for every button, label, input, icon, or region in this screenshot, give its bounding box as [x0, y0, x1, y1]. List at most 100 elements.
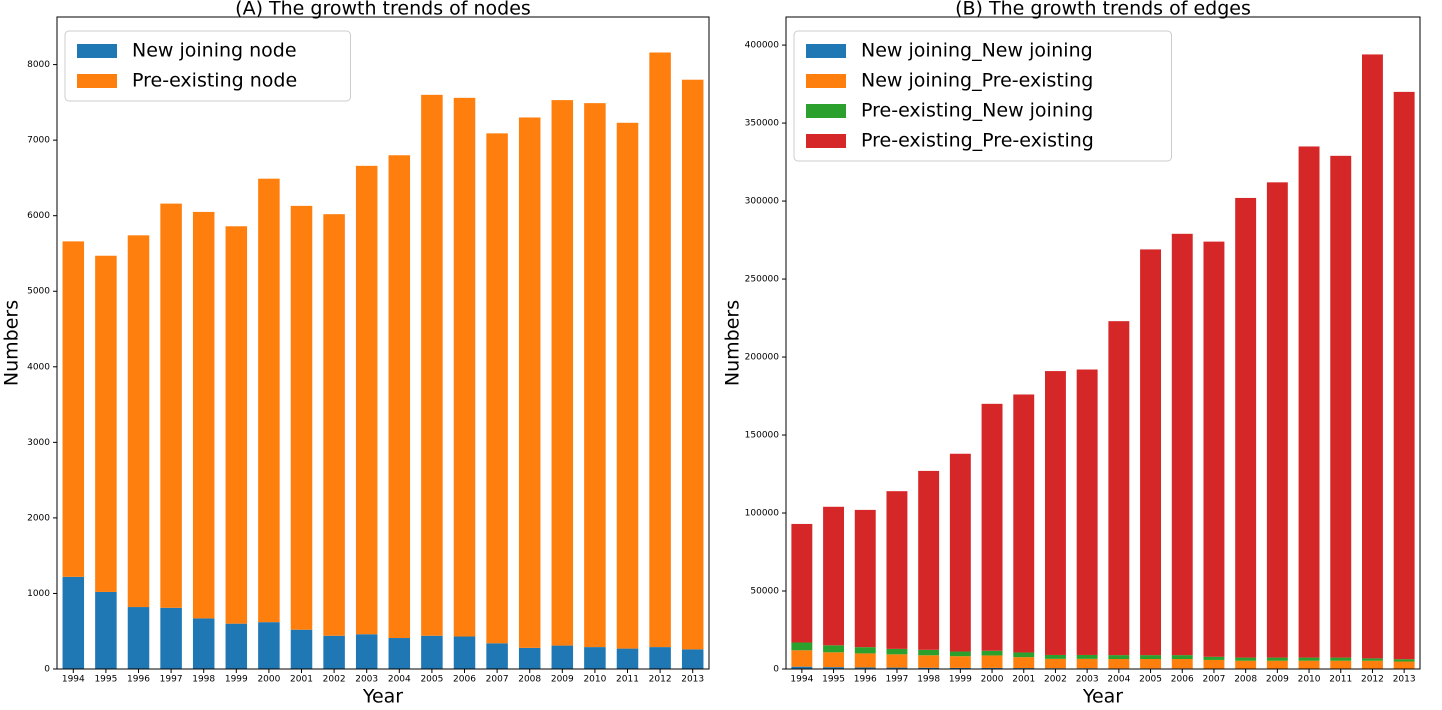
bar-segment — [160, 204, 182, 608]
x-tick-label: 2006 — [453, 675, 476, 685]
x-tick-label: 2005 — [420, 675, 443, 685]
y-tick-label: 8000 — [27, 60, 50, 70]
bar-segment — [519, 117, 541, 647]
legend-label: New joining_New joining — [861, 40, 1093, 62]
bar-segment — [552, 646, 574, 669]
bar-segment — [682, 80, 704, 650]
bar-segment — [617, 123, 639, 649]
bar-segment — [356, 166, 378, 634]
bar-segment — [1140, 249, 1161, 655]
x-tick-label: 2001 — [1012, 675, 1035, 685]
y-tick-label: 200000 — [745, 353, 780, 363]
bar-segment — [1203, 242, 1224, 657]
bar-segment — [1330, 661, 1351, 669]
bar-segment — [95, 256, 117, 592]
x-axis-label: Year — [1082, 686, 1123, 707]
bar-segment — [323, 214, 345, 636]
y-tick-label: 100000 — [745, 509, 780, 519]
bar-segment — [160, 608, 182, 669]
legend-label: New joining node — [132, 40, 297, 62]
x-tick-label: 2001 — [290, 675, 313, 685]
bar-segment — [389, 155, 411, 638]
x-tick-label: 2002 — [323, 675, 346, 685]
bar-segment — [791, 642, 812, 650]
bar-segment — [421, 636, 443, 669]
bar-segment — [1267, 658, 1288, 661]
bar-segment — [1172, 655, 1193, 659]
bar-segment — [258, 179, 280, 622]
bar-segment — [1045, 371, 1066, 655]
x-tick-label: 2009 — [551, 675, 574, 685]
bar-segment — [291, 206, 313, 630]
bar-segment — [982, 655, 1003, 667]
legend-swatch — [77, 74, 117, 88]
bar-segment — [63, 577, 85, 669]
bar-segment — [258, 622, 280, 669]
bar-segment — [1013, 657, 1034, 668]
bar-segment — [1108, 655, 1129, 659]
bar-segment — [1362, 54, 1383, 658]
bar-segment — [193, 618, 215, 669]
bar-segment — [1077, 655, 1098, 659]
x-tick-label: 2009 — [1266, 675, 1289, 685]
bar-segment — [1330, 156, 1351, 658]
x-tick-label: 1994 — [790, 675, 813, 685]
bar-segment — [855, 647, 876, 653]
y-tick-label: 3000 — [27, 438, 50, 448]
x-tick-label: 2013 — [681, 675, 704, 685]
bar-segment — [1077, 659, 1098, 668]
x-tick-label: 1996 — [854, 675, 877, 685]
legend-swatch — [806, 134, 846, 148]
bar-segment — [1172, 234, 1193, 655]
bar-segment — [1267, 661, 1288, 669]
bar-segment — [1013, 652, 1034, 657]
x-tick-label: 2012 — [1361, 675, 1384, 685]
y-tick-label: 4000 — [27, 362, 50, 372]
legend-label: Pre-existing_Pre-existing — [861, 130, 1094, 152]
bar-segment — [1140, 659, 1161, 668]
bar-segment — [63, 241, 85, 576]
bar-segment — [1013, 394, 1034, 652]
y-tick-label: 0 — [44, 665, 50, 675]
bar-segment — [791, 650, 812, 666]
bar-segment — [1203, 657, 1224, 660]
bar-segment — [1172, 659, 1193, 668]
x-tick-label: 1997 — [885, 675, 908, 685]
bar-segment — [918, 650, 939, 655]
bar-segment — [1108, 659, 1129, 668]
bar-segment — [1235, 658, 1256, 661]
bar-segment — [454, 98, 476, 637]
bar-segment — [226, 624, 248, 669]
legend-label: New joining_Pre-existing — [861, 70, 1093, 92]
legend-label: Pre-existing node — [132, 70, 297, 92]
bar-segment — [1045, 659, 1066, 668]
bar-segment — [1235, 661, 1256, 669]
y-tick-label: 5000 — [27, 287, 50, 297]
x-tick-label: 2000 — [981, 675, 1004, 685]
x-tick-label: 2012 — [649, 675, 672, 685]
x-tick-label: 2008 — [518, 675, 541, 685]
y-axis-label: Numbers — [1, 300, 23, 386]
x-tick-label: 2007 — [1202, 675, 1225, 685]
bar-segment — [486, 133, 508, 643]
legend-swatch — [77, 44, 117, 58]
bar-segment — [1394, 662, 1415, 669]
bar-segment — [823, 507, 844, 646]
bar-segment — [855, 653, 876, 667]
legend: New joining node Pre-existing node — [65, 31, 351, 101]
x-tick-label: 2004 — [388, 675, 411, 685]
y-axis-label: Numbers — [722, 300, 744, 386]
bar-segment — [128, 235, 150, 607]
legend-swatch — [806, 104, 846, 118]
bar-segment — [649, 53, 671, 648]
x-tick-label: 1995 — [822, 675, 845, 685]
bar-segment — [1394, 92, 1415, 659]
bar-segment — [682, 649, 704, 669]
x-tick-label: 2003 — [355, 675, 378, 685]
x-tick-label: 2006 — [1171, 675, 1194, 685]
bar-segment — [1394, 659, 1415, 661]
bar-segment — [1299, 658, 1320, 661]
plot-frame — [57, 17, 709, 669]
bar-segment — [649, 647, 671, 669]
x-axis-label: Year — [362, 686, 403, 707]
